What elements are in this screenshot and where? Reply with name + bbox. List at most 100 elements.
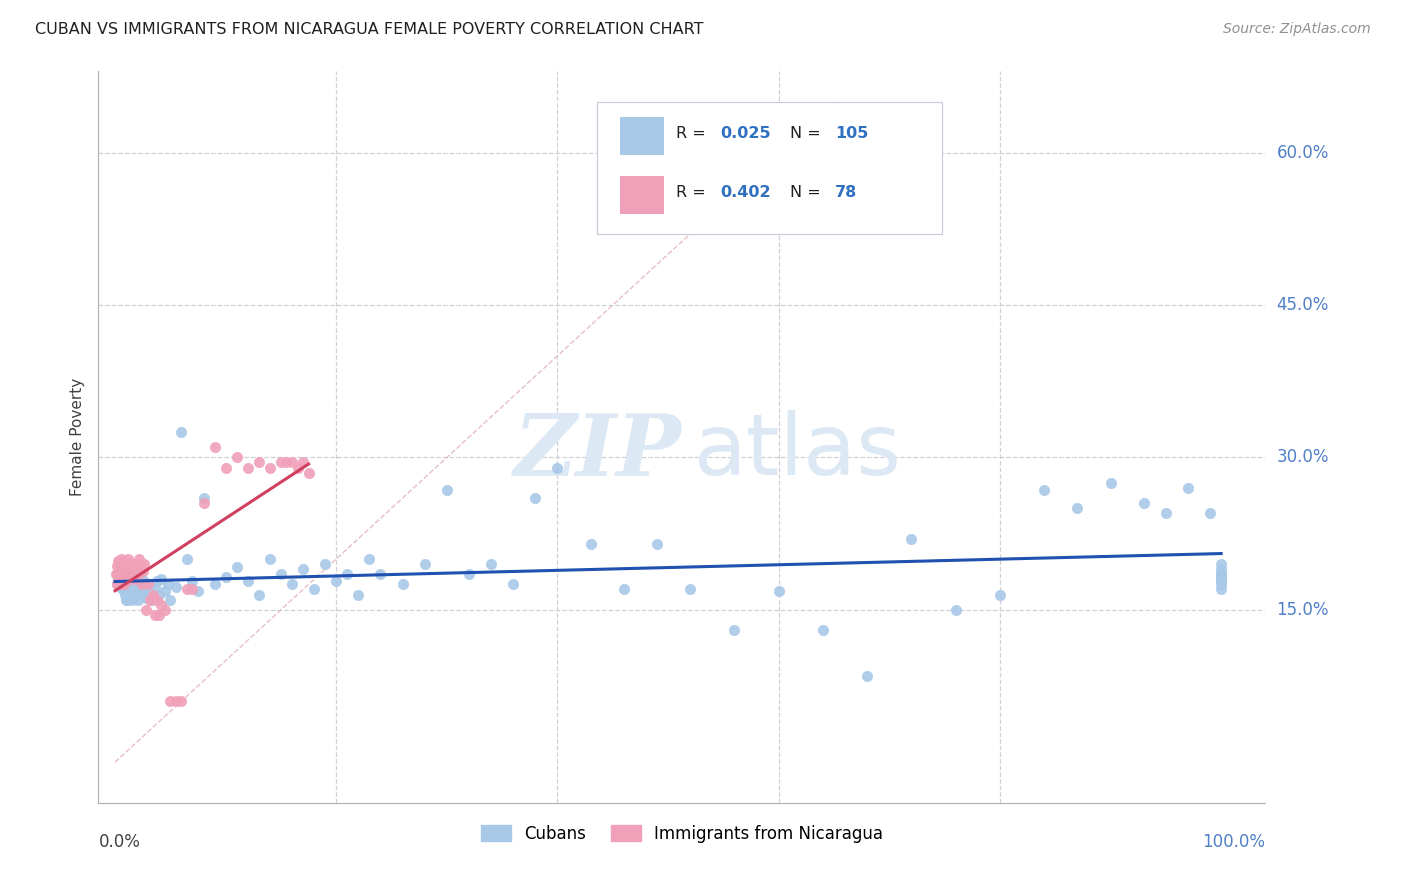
Point bbox=[1211, 567, 1233, 582]
Point bbox=[259, 552, 281, 566]
Text: R =: R = bbox=[676, 126, 711, 141]
Point bbox=[146, 592, 169, 607]
Point bbox=[142, 592, 165, 607]
Point bbox=[1033, 483, 1056, 497]
Point bbox=[214, 570, 236, 584]
Point bbox=[1211, 582, 1233, 597]
Point bbox=[115, 581, 138, 595]
Point bbox=[111, 557, 134, 571]
Point bbox=[131, 577, 153, 591]
Point bbox=[391, 577, 413, 591]
Text: 78: 78 bbox=[835, 185, 858, 200]
Point bbox=[181, 574, 204, 589]
Text: CUBAN VS IMMIGRANTS FROM NICARAGUA FEMALE POVERTY CORRELATION CHART: CUBAN VS IMMIGRANTS FROM NICARAGUA FEMAL… bbox=[35, 22, 703, 37]
Point bbox=[139, 592, 162, 607]
FancyBboxPatch shape bbox=[596, 102, 942, 235]
Point bbox=[111, 582, 134, 597]
Text: 30.0%: 30.0% bbox=[1277, 449, 1329, 467]
Point bbox=[115, 567, 138, 582]
Point bbox=[108, 577, 131, 591]
Point bbox=[436, 483, 458, 497]
Point bbox=[1211, 577, 1233, 591]
Point bbox=[127, 567, 149, 582]
Point bbox=[1211, 562, 1233, 576]
Point bbox=[112, 582, 135, 597]
Point bbox=[270, 567, 292, 582]
Point bbox=[347, 588, 370, 602]
Point bbox=[546, 460, 568, 475]
Point bbox=[270, 455, 292, 469]
Point bbox=[105, 567, 128, 582]
Point bbox=[204, 440, 226, 454]
Point bbox=[110, 560, 132, 574]
Point bbox=[193, 496, 215, 510]
Point bbox=[297, 466, 319, 480]
Point bbox=[314, 557, 336, 571]
Text: 100.0%: 100.0% bbox=[1202, 833, 1265, 851]
Point bbox=[723, 623, 745, 637]
Text: atlas: atlas bbox=[693, 410, 901, 493]
Point bbox=[121, 590, 143, 604]
Point bbox=[110, 569, 132, 583]
Point bbox=[115, 572, 138, 586]
Point bbox=[110, 577, 132, 591]
Point bbox=[1177, 481, 1199, 495]
Point bbox=[124, 572, 146, 586]
Point bbox=[153, 584, 176, 599]
Point bbox=[359, 552, 381, 566]
Point bbox=[524, 491, 547, 505]
Point bbox=[122, 567, 145, 582]
Point bbox=[193, 491, 215, 505]
Point bbox=[107, 567, 129, 582]
Point bbox=[115, 567, 138, 582]
Point bbox=[856, 669, 879, 683]
Point bbox=[105, 577, 128, 591]
Point bbox=[165, 581, 187, 595]
Point bbox=[121, 557, 143, 571]
Text: 0.025: 0.025 bbox=[720, 126, 770, 141]
Point bbox=[1154, 506, 1177, 520]
Point bbox=[120, 564, 142, 578]
Point bbox=[135, 591, 157, 605]
Point bbox=[131, 564, 153, 578]
Text: 0.402: 0.402 bbox=[720, 185, 770, 200]
Point bbox=[115, 557, 138, 571]
Point bbox=[579, 537, 602, 551]
Point bbox=[142, 588, 165, 602]
Point bbox=[115, 574, 138, 589]
Point bbox=[111, 567, 134, 582]
Point bbox=[117, 572, 139, 586]
Point bbox=[127, 562, 149, 576]
Point bbox=[105, 567, 128, 582]
Point bbox=[121, 574, 143, 589]
Point bbox=[1211, 572, 1233, 586]
Point bbox=[988, 588, 1011, 602]
Point bbox=[204, 577, 226, 591]
Point bbox=[479, 557, 502, 571]
Text: 0.0%: 0.0% bbox=[98, 833, 141, 851]
Point bbox=[121, 572, 143, 586]
Point bbox=[127, 592, 149, 607]
Point bbox=[143, 607, 166, 622]
Point bbox=[159, 694, 181, 708]
Text: N =: N = bbox=[790, 185, 827, 200]
Point bbox=[148, 588, 170, 602]
Point bbox=[121, 567, 143, 582]
Point bbox=[302, 582, 325, 597]
Point bbox=[112, 572, 135, 586]
Point bbox=[1199, 506, 1222, 520]
Point bbox=[112, 577, 135, 591]
Point bbox=[121, 577, 143, 591]
Point bbox=[768, 584, 790, 599]
Text: ZIP: ZIP bbox=[515, 410, 682, 493]
Point bbox=[1211, 574, 1233, 589]
Point bbox=[458, 567, 481, 582]
Point bbox=[117, 588, 139, 602]
Point bbox=[112, 569, 135, 583]
Point bbox=[336, 567, 359, 582]
Point bbox=[114, 574, 136, 589]
Point bbox=[114, 588, 136, 602]
Point bbox=[139, 577, 162, 591]
Point bbox=[287, 460, 309, 475]
FancyBboxPatch shape bbox=[620, 118, 665, 155]
